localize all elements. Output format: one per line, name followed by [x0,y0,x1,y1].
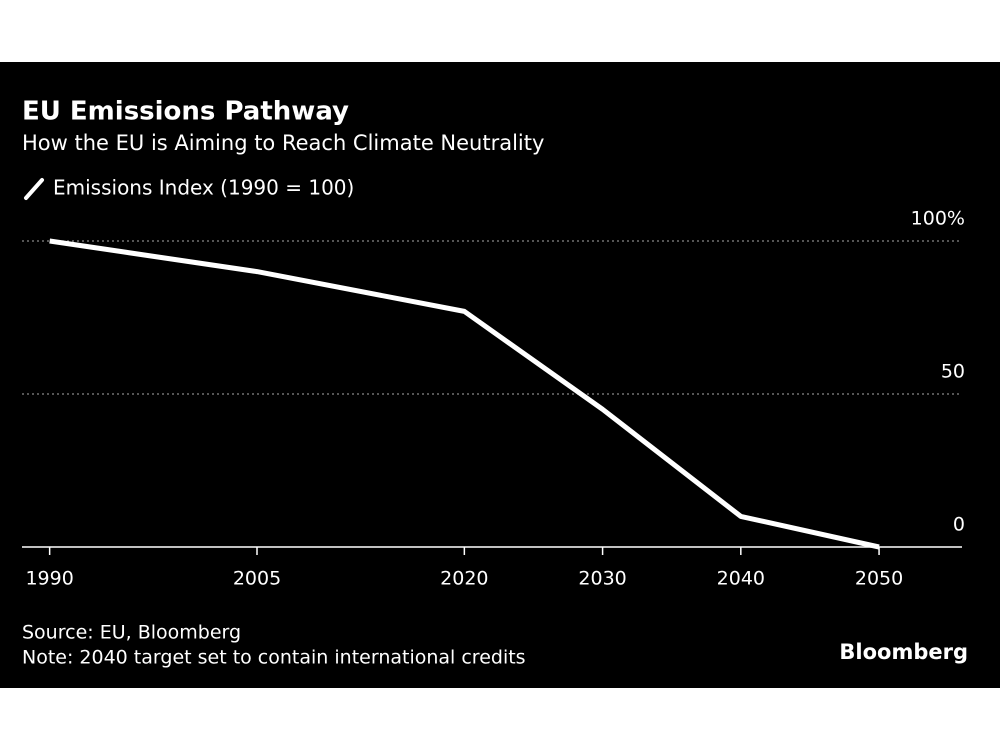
legend-icon [24,178,44,200]
line-series [49,238,880,550]
chart-background [0,62,1000,688]
x-tick-label: 2005 [233,568,281,590]
legend-label: Emissions Index (1990 = 100) [53,176,354,200]
y-tick-label: 100% [911,208,965,230]
chart-title: EU Emissions Pathway [22,97,349,127]
x-tick-label: 2020 [440,568,488,590]
x-tick-label: 2050 [855,568,903,590]
y-tick-label: 50 [941,361,965,383]
y-tick-label: 0 [953,514,965,536]
x-tick-label: 1990 [25,568,73,590]
chart-subtitle: How the EU is Aiming to Reach Climate Ne… [22,131,544,155]
x-tick-label: 2040 [717,568,765,590]
brand: Bloomberg [839,640,968,664]
note: Note: 2040 target set to contain interna… [22,647,526,669]
x-tick-label: 2030 [578,568,626,590]
source: Source: EU, Bloomberg [22,622,241,644]
